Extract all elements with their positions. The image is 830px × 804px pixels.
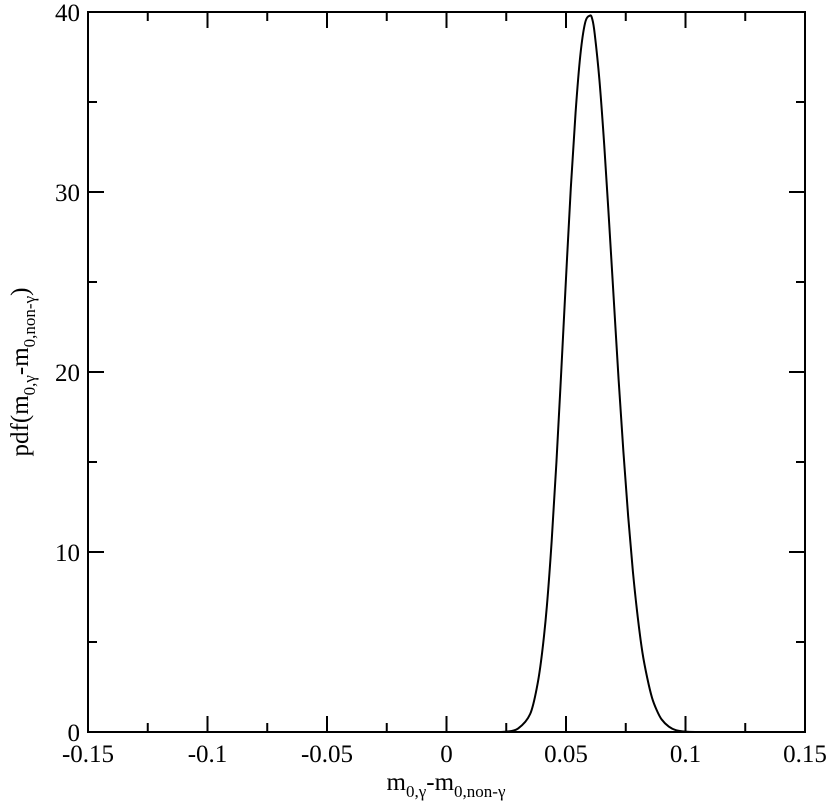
y-tick-label: 40 [55,0,80,27]
pdf-curve [494,14,710,734]
x-axis-ticks: -0.15 -0.1 -0.05 0 0.05 0.1 0.15 [62,12,827,768]
y-tick-label: 20 [55,360,80,387]
y-tick-label: 0 [68,720,81,747]
y-axis-label: pdf(m0,γ-m0,non-γ) [7,288,39,457]
y-tick-label: 30 [55,180,80,207]
plot-frame [87,11,806,733]
x-tick-label: -0.05 [301,741,353,768]
x-tick-label: -0.15 [62,741,114,768]
x-tick-label: 0.05 [544,741,588,768]
x-axis-label: m0,γ-m0,non-γ [387,769,506,801]
x-tick-label: 0.1 [670,741,701,768]
x-tick-label: 0 [440,741,453,768]
x-tick-label: 0.15 [783,741,827,768]
y-tick-label: 10 [55,540,80,567]
y-axis-ticks: 0 10 20 30 40 [55,0,805,747]
x-tick-label: -0.1 [188,741,228,768]
